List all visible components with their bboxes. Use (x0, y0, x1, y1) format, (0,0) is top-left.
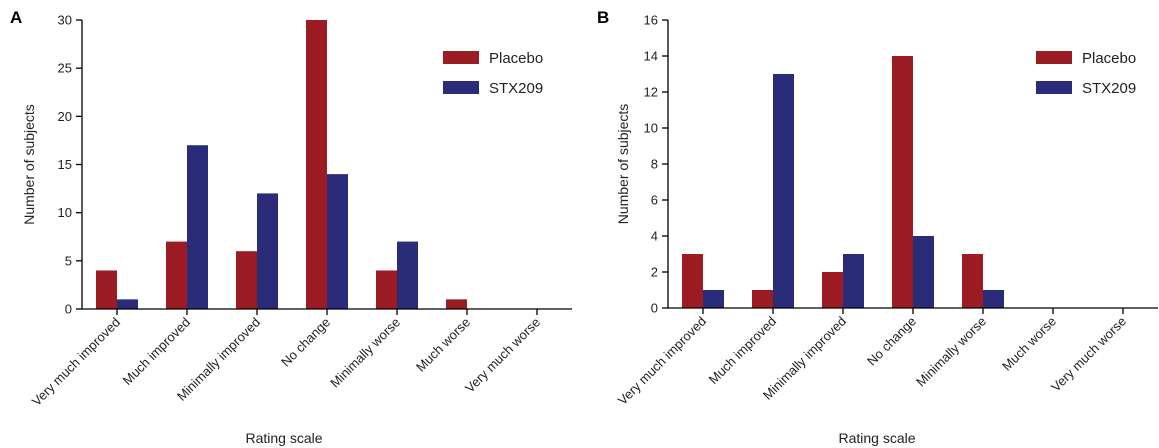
bar (257, 193, 278, 309)
bar (703, 290, 724, 308)
legend: Placebo STX209 (1036, 50, 1136, 97)
legend: Placebo STX209 (443, 50, 543, 97)
y-tick-label: 15 (58, 157, 72, 172)
x-tick-label: Minimally worse (913, 314, 989, 390)
bar (983, 290, 1004, 308)
legend-swatch (443, 81, 479, 94)
bar (306, 20, 327, 309)
bar (752, 290, 773, 308)
legend-label: Placebo (489, 50, 543, 67)
y-tick-label: 30 (58, 13, 72, 28)
bar (962, 254, 983, 308)
bar (166, 241, 187, 309)
bar (822, 272, 843, 308)
x-tick-label: Very much improved (29, 315, 123, 409)
legend-label: Placebo (1082, 50, 1136, 67)
bar (913, 236, 934, 308)
bar (446, 299, 467, 309)
x-axis-title: Rating scale (838, 430, 915, 446)
panel-letter: A (10, 8, 22, 27)
legend-label: STX209 (1082, 80, 1136, 97)
y-axis-title: Number of subjects (615, 104, 631, 225)
x-tick-label: Much improved (120, 315, 193, 388)
y-tick-label: 10 (644, 121, 658, 136)
y-tick-label: 10 (58, 205, 72, 220)
legend-swatch (1036, 81, 1072, 94)
bar (397, 241, 418, 309)
y-tick-label: 0 (65, 302, 72, 317)
y-axis-title: Number of subjects (21, 104, 37, 225)
panel-letter: B (597, 8, 609, 27)
x-tick-label: Very much worse (1048, 314, 1129, 395)
x-tick-label: No change (278, 315, 333, 370)
legend-swatch (1036, 51, 1072, 64)
bar (892, 56, 913, 308)
y-tick-label: 8 (651, 157, 658, 172)
y-tick-label: 4 (651, 229, 658, 244)
legend-swatch (443, 51, 479, 64)
y-tick-label: 20 (58, 109, 72, 124)
x-tick-label: Very much improved (615, 314, 709, 408)
x-axis-title: Rating scale (245, 430, 322, 446)
y-tick-label: 6 (651, 193, 658, 208)
x-tick-label: No change (864, 314, 919, 369)
bar (682, 254, 703, 308)
y-tick-label: 5 (65, 253, 72, 268)
x-tick-label: Much improved (706, 314, 779, 387)
y-tick-label: 14 (644, 49, 658, 64)
bar (187, 145, 208, 309)
x-tick-label: Minimally worse (327, 315, 403, 391)
y-tick-label: 16 (644, 13, 658, 28)
legend-label: STX209 (489, 80, 543, 97)
bar (96, 270, 117, 309)
bar (236, 251, 257, 309)
bar (773, 74, 794, 308)
x-tick-label: Much worse (999, 314, 1059, 374)
y-tick-label: 12 (644, 85, 658, 100)
x-tick-label: Very much worse (462, 315, 543, 396)
y-tick-label: 0 (651, 301, 658, 316)
y-tick-label: 2 (651, 265, 658, 280)
bar (327, 174, 348, 309)
y-tick-label: 25 (58, 61, 72, 76)
bar (843, 254, 864, 308)
x-tick-label: Much worse (413, 315, 473, 375)
bar (376, 270, 397, 309)
bar (117, 299, 138, 309)
